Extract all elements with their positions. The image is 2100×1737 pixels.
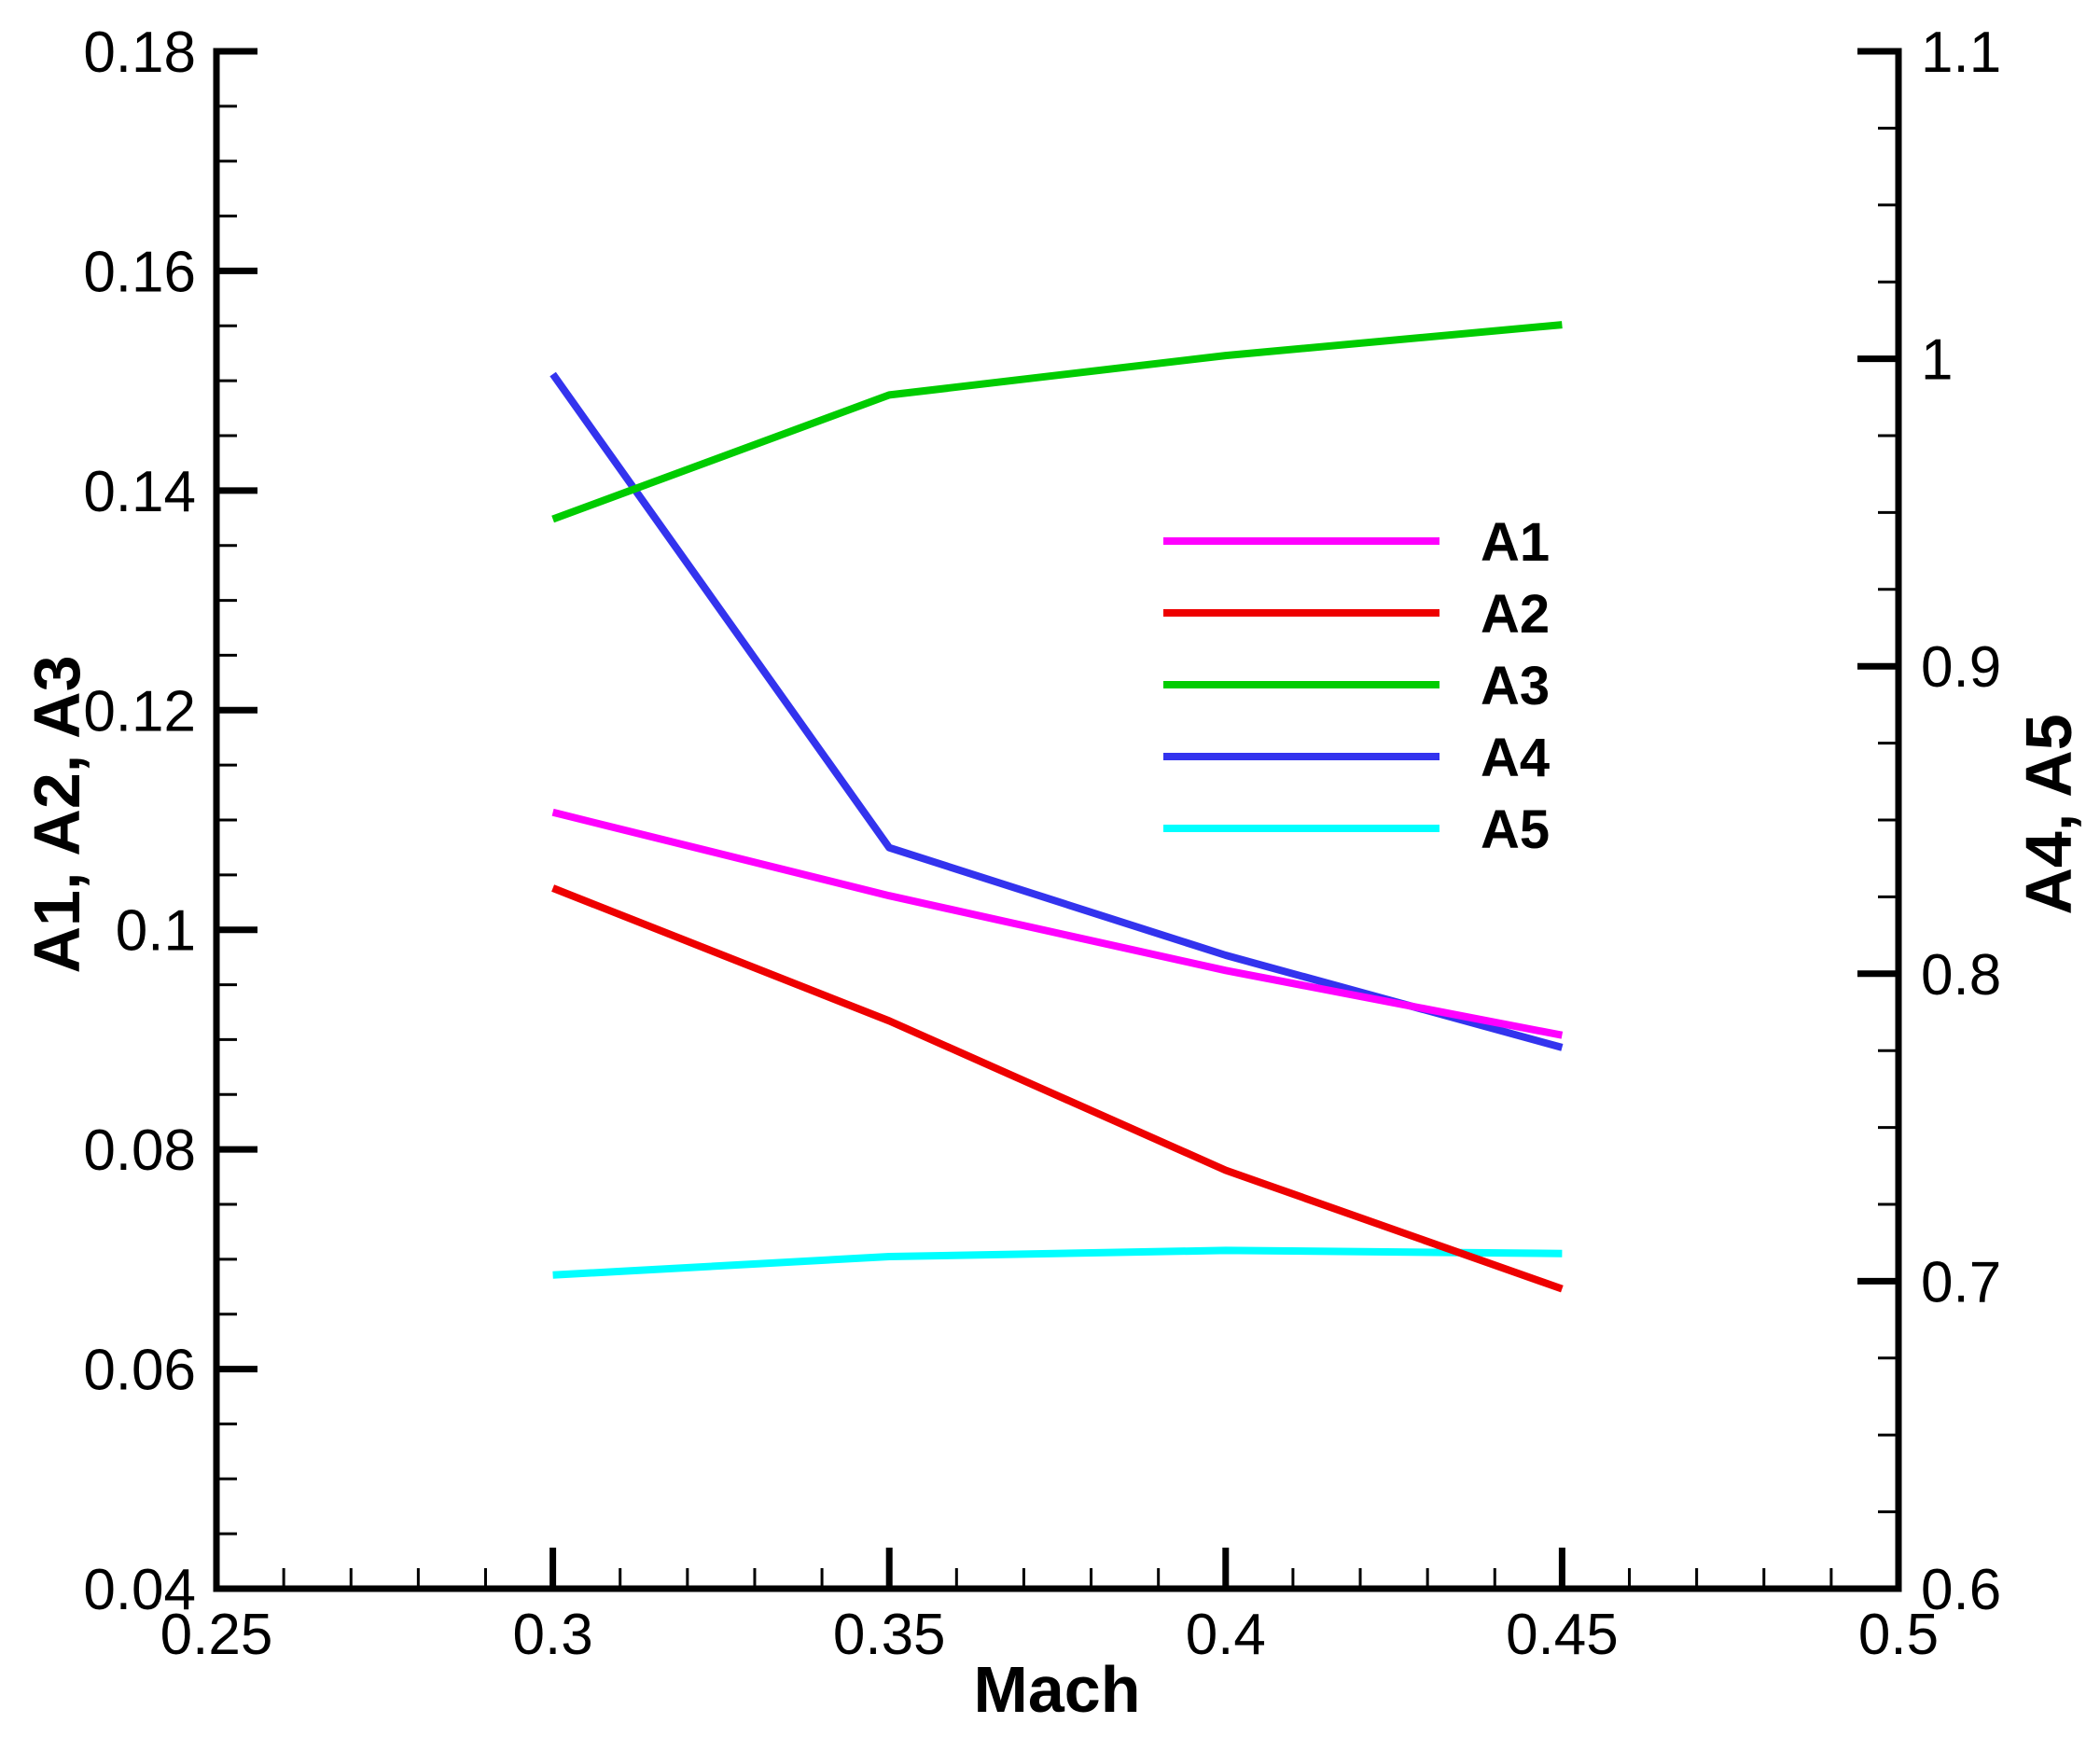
series-layer (549, 321, 1564, 1293)
legend-label-a3: A3 (1481, 656, 1550, 716)
y-right-axis-title: A4, A5 (2012, 714, 2085, 914)
series-line-a2 (551, 884, 1564, 1293)
y-right-tick-label: 1.1 (1921, 21, 2001, 85)
y-left-tick-label: 0.18 (83, 21, 196, 85)
x-tick-label: 0.4 (1186, 1603, 1266, 1667)
legend: A1 A2 A3 A4 A5 (1163, 512, 1550, 860)
y-left-tick-label: 0.06 (83, 1339, 196, 1403)
y-left-tick-label: 0.08 (83, 1119, 196, 1183)
legend-label-a1: A1 (1481, 512, 1550, 573)
x-tick-label: 0.3 (512, 1603, 592, 1667)
y-left-tick-label: 0.12 (83, 679, 196, 743)
legend-label-a2: A2 (1481, 584, 1550, 645)
y-left-axis-title: A1, A2, A3 (21, 655, 93, 973)
y-right-tick-label: 0.8 (1921, 943, 2001, 1007)
y-right-tick-label: 1 (1921, 328, 1953, 393)
y-left-tick-label: 0.1 (116, 899, 196, 964)
series-line-a5 (552, 1246, 1563, 1279)
axes: 0.25 0.3 0.35 0.4 0.45 0.5 0.04 0.06 0.08 0.1 0.12… (83, 21, 2001, 1667)
y-left-tick-label: 0.14 (83, 460, 196, 524)
y-left-tick-label: 0.04 (83, 1558, 196, 1622)
y-right-tick-label: 0.7 (1921, 1250, 2001, 1314)
series-line-a1 (551, 808, 1564, 1039)
y-right-tick-label: 0.9 (1921, 635, 2001, 700)
x-tick-label: 0.45 (1506, 1603, 1619, 1667)
y-left-tick-label: 0.16 (83, 240, 196, 304)
x-tick-label: 0.5 (1858, 1603, 1939, 1667)
y-right-tick-label: 0.6 (1921, 1558, 2001, 1622)
series-line-a3 (551, 321, 1563, 523)
legend-label-a4: A4 (1481, 728, 1550, 788)
x-tick-label: 0.25 (160, 1603, 273, 1667)
x-axis-title: Mach (974, 1653, 1141, 1726)
legend-label-a5: A5 (1481, 799, 1550, 860)
x-tick-label: 0.35 (833, 1603, 946, 1667)
